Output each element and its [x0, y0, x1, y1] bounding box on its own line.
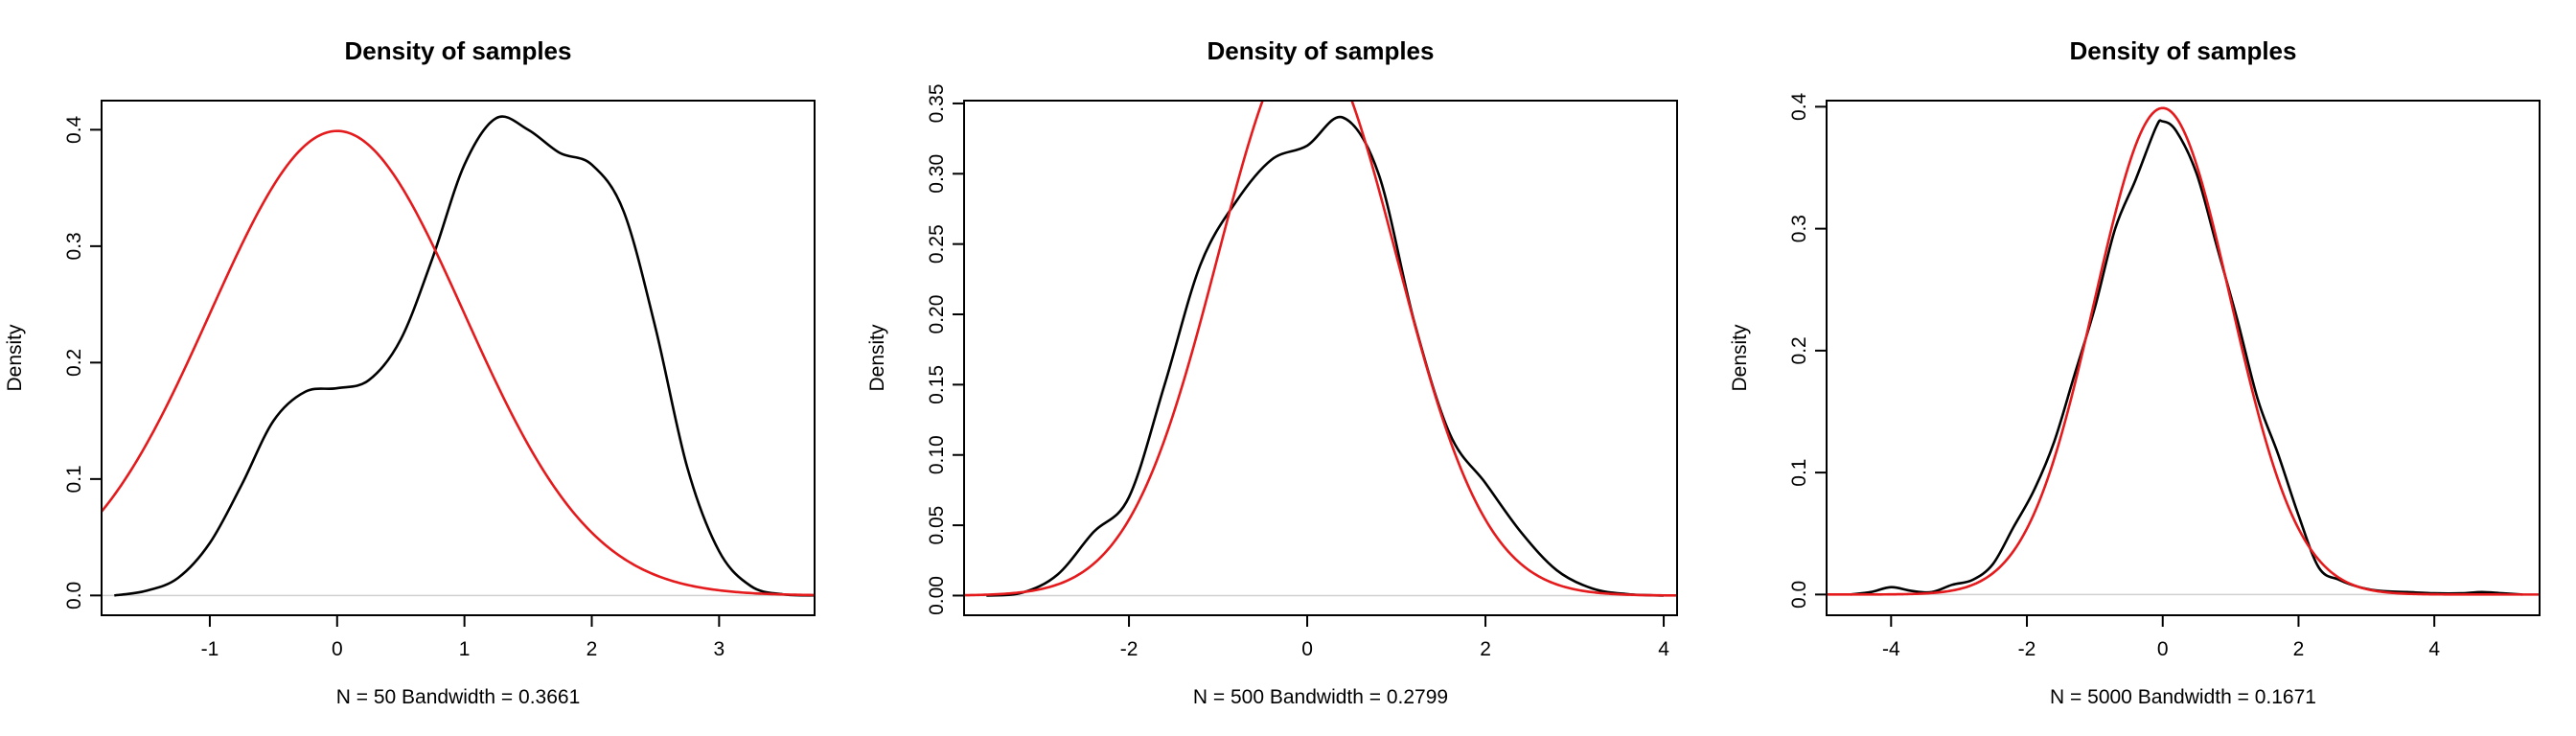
- y-axis-label-1: Density: [4, 324, 26, 392]
- y-tick-label: 0.1: [63, 465, 85, 493]
- x-axis-label-3: N = 5000 Bandwidth = 0.1671: [2050, 686, 2316, 708]
- x-axis-label-2: N = 500 Bandwidth = 0.2799: [1193, 686, 1448, 708]
- chart-panel-2: Density of samples -2 0 2 4 0.00 0.05 0.10 0.15 0…: [866, 36, 1678, 708]
- sample-density-line-2: [986, 115, 1665, 597]
- x-tick-label: 2: [586, 638, 598, 660]
- plot-area-3: [1827, 106, 2540, 596]
- chart-panel-1: Density of samples -1 0 1 2 3 0.0 0.1 0.2 0.3 0.4 N…: [4, 36, 816, 708]
- y-tick-label: 0.2: [1788, 336, 1810, 364]
- chart-title-3: Density of samples: [2070, 36, 2297, 65]
- x-tick-label: 0: [332, 638, 343, 660]
- x-tick-label: 1: [459, 638, 471, 660]
- y-axis-label-2: Density: [866, 324, 888, 392]
- y-tick-label: 0.20: [926, 295, 948, 334]
- x-tick-label: 2: [2293, 638, 2305, 660]
- plot-area-1: [102, 115, 815, 597]
- y-tick-label: 0.4: [63, 115, 85, 144]
- x-tick-label: -4: [1882, 638, 1900, 660]
- x-axis-label-1: N = 50 Bandwidth = 0.3661: [336, 686, 581, 708]
- x-tick-label: 0: [1301, 638, 1313, 660]
- x-tick-label: 4: [2428, 638, 2440, 660]
- normal-density-line-3: [1827, 106, 2540, 596]
- y-tick-label: 0.0: [1788, 581, 1810, 609]
- y-tick-label: 0.3: [1788, 215, 1810, 242]
- x-tick-label: -1: [201, 638, 219, 660]
- x-tick-label: -2: [2018, 638, 2036, 660]
- x-tick-label: -2: [1120, 638, 1138, 660]
- x-tick-label: 0: [2157, 638, 2169, 660]
- y-axis-label-3: Density: [1729, 324, 1751, 392]
- plot-frame-2: [963, 100, 1678, 616]
- y-tick-label: 0.05: [926, 506, 948, 545]
- y-tick-label: 0.25: [926, 224, 948, 264]
- y-tick-label: 0.00: [926, 576, 948, 615]
- normal-density-line-1: [102, 129, 815, 597]
- normal-density-line-2: [964, 101, 1677, 597]
- x-tick-label: 4: [1658, 638, 1669, 660]
- chart-title-2: Density of samples: [1208, 36, 1435, 65]
- y-tick-label: 0.1: [1788, 459, 1810, 487]
- plot-frame-3: [1826, 100, 2541, 616]
- chart-panel-3: Density of samples -4 -2 0 2 4 0.0 0.1 0.2 0.3 0.4…: [1729, 36, 2541, 708]
- y-tick-label: 0.4: [1788, 92, 1810, 121]
- y-tick-label: 0.0: [63, 582, 85, 610]
- y-tick-label: 0.10: [926, 435, 948, 474]
- y-tick-label: 0.15: [926, 365, 948, 404]
- chart-title-1: Density of samples: [345, 36, 572, 65]
- sample-density-line-3: [1850, 119, 2523, 596]
- y-tick-label: 0.35: [926, 83, 948, 123]
- plot-area-2: [964, 101, 1677, 597]
- sample-density-line-1: [114, 115, 815, 597]
- y-tick-label: 0.2: [63, 349, 85, 377]
- y-tick-label: 0.30: [926, 154, 948, 194]
- y-tick-label: 0.3: [63, 232, 85, 260]
- x-tick-label: 2: [1480, 638, 1491, 660]
- x-tick-label: 3: [714, 638, 725, 660]
